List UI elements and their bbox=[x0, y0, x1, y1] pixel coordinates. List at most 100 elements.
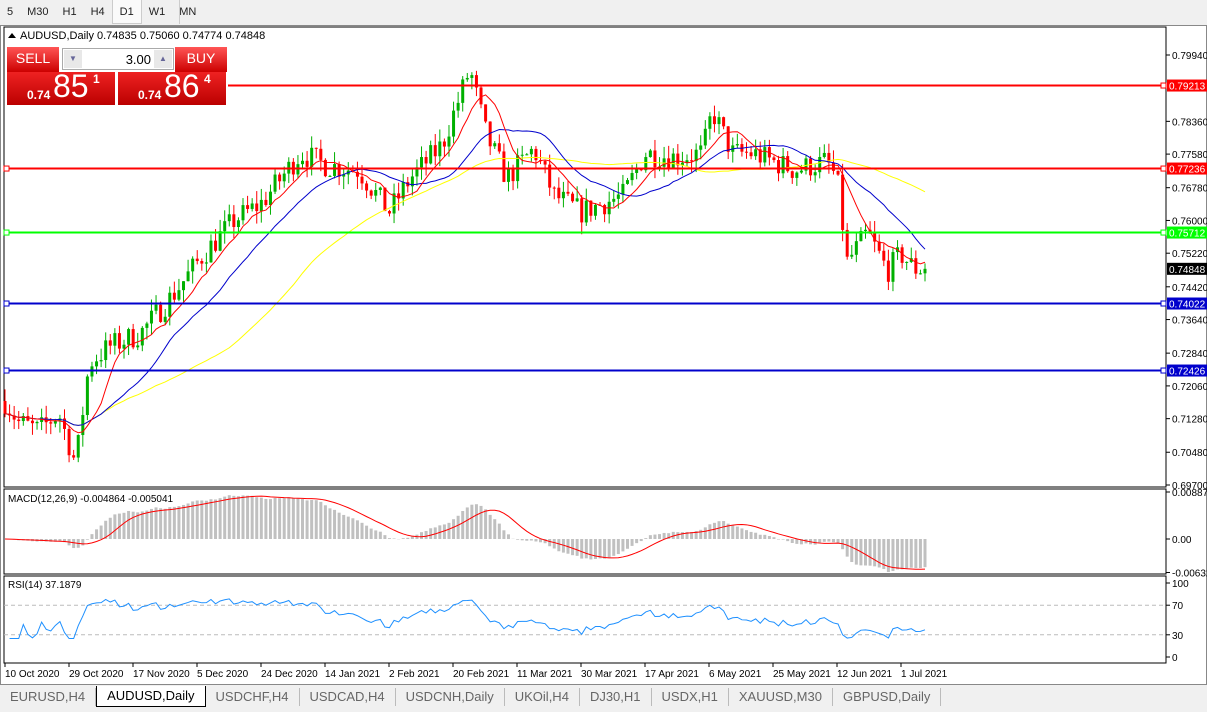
rsi-tick-label: 30 bbox=[1172, 631, 1184, 642]
chart-tab[interactable]: UKOil,H4 bbox=[505, 688, 580, 706]
chart-tab[interactable]: XAUUSD,M30 bbox=[729, 688, 833, 706]
macd-bar bbox=[516, 539, 520, 540]
timeframe-D1[interactable]: D1 bbox=[111, 0, 142, 24]
macd-bar bbox=[346, 516, 350, 539]
date-label: 10 Oct 2020 bbox=[5, 669, 60, 680]
macd-bar bbox=[319, 501, 323, 539]
timeframe-5[interactable]: 5 bbox=[7, 6, 14, 18]
price-tick-label: 0.78360 bbox=[1172, 117, 1207, 128]
candle-body bbox=[342, 174, 346, 177]
buy-button[interactable]: BUY bbox=[175, 47, 227, 72]
macd-bar bbox=[136, 512, 140, 539]
sell-button[interactable]: SELL bbox=[7, 47, 59, 72]
macd-bar bbox=[845, 539, 849, 557]
macd-bar bbox=[561, 539, 565, 553]
macd-bar bbox=[685, 531, 689, 539]
candle-body bbox=[145, 323, 149, 328]
candle-body bbox=[777, 160, 781, 174]
macd-bar bbox=[749, 531, 753, 539]
increase-lot-icon[interactable]: ▲ bbox=[154, 50, 172, 68]
macd-bar bbox=[575, 539, 579, 556]
candle-body bbox=[484, 104, 488, 122]
candle-body bbox=[378, 187, 382, 190]
macd-bar bbox=[218, 498, 222, 539]
chart-tab[interactable]: USDCAD,H4 bbox=[300, 688, 396, 706]
candle-body bbox=[525, 154, 529, 156]
sell-price[interactable]: 0.74 85 1 bbox=[7, 68, 115, 105]
macd-bar bbox=[287, 497, 291, 539]
macd-bar bbox=[474, 504, 478, 539]
buy-price[interactable]: 0.74 86 4 bbox=[118, 68, 226, 105]
macd-bar bbox=[548, 539, 552, 547]
macd-bar bbox=[648, 535, 652, 539]
macd-bar bbox=[836, 539, 840, 544]
main-panel-border bbox=[3, 26, 1167, 488]
candle-body bbox=[726, 126, 730, 152]
timeframe-H4[interactable]: H4 bbox=[90, 6, 105, 18]
candle-body bbox=[827, 152, 831, 163]
candle-body bbox=[26, 416, 30, 421]
chart-tab[interactable]: DJ30,H1 bbox=[580, 688, 652, 706]
candle-body bbox=[314, 147, 318, 149]
sell-price-prefix: 0.74 bbox=[27, 88, 51, 102]
chart-tab[interactable]: USDX,H1 bbox=[652, 688, 729, 706]
timeframe-MN[interactable]: MN bbox=[179, 6, 197, 18]
timeframe-M30[interactable]: M30 bbox=[27, 6, 49, 18]
chart-tab[interactable]: EURUSD,H4 bbox=[0, 688, 97, 706]
decrease-lot-icon[interactable]: ▼ bbox=[64, 50, 82, 68]
timeframe-W1[interactable]: W1 bbox=[148, 6, 166, 18]
macd-bar bbox=[479, 505, 483, 539]
macd-bar bbox=[520, 539, 524, 541]
collapse-triangle-icon bbox=[8, 33, 16, 38]
candle-body bbox=[278, 174, 282, 182]
level-handle bbox=[1160, 300, 1167, 307]
candle-body bbox=[854, 241, 858, 255]
candle-body bbox=[822, 152, 826, 157]
macd-bar bbox=[186, 503, 190, 539]
candle-body bbox=[438, 141, 442, 157]
timeframe-H1[interactable]: H1 bbox=[62, 6, 77, 18]
macd-bar bbox=[767, 536, 771, 539]
candle-body bbox=[172, 292, 176, 300]
candle-body bbox=[795, 172, 799, 178]
macd-bar bbox=[172, 506, 176, 539]
candle-body bbox=[456, 102, 460, 111]
macd-bar bbox=[616, 539, 620, 555]
macd-bar bbox=[268, 499, 272, 539]
candle-body bbox=[891, 252, 895, 282]
macd-bar bbox=[214, 499, 218, 539]
candle-body bbox=[117, 333, 121, 349]
level-price-label: 0.77236 bbox=[1169, 165, 1206, 176]
candle-body bbox=[433, 145, 437, 157]
macd-bar bbox=[790, 539, 794, 544]
candle-body bbox=[305, 160, 309, 167]
chart-tab[interactable]: GBPUSD,Daily bbox=[833, 688, 942, 706]
macd-bar bbox=[699, 529, 703, 539]
date-label: 5 Dec 2020 bbox=[197, 669, 249, 680]
lot-size-input[interactable]: ▼ 3.00 ▲ bbox=[62, 48, 174, 70]
chart-tab[interactable]: AUDUSD,Daily bbox=[96, 686, 206, 707]
candle-body bbox=[818, 156, 822, 173]
chart-window[interactable] bbox=[0, 25, 1207, 685]
macd-bar bbox=[653, 534, 657, 539]
macd-bar bbox=[612, 539, 616, 556]
macd-title: MACD(12,26,9) -0.004864 -0.005041 bbox=[8, 494, 174, 505]
macd-bar bbox=[195, 500, 199, 539]
candle-body bbox=[593, 204, 597, 216]
macd-bar bbox=[465, 507, 469, 539]
candle-body bbox=[401, 182, 405, 199]
macd-bar bbox=[264, 498, 268, 539]
macd-bar bbox=[603, 539, 607, 559]
ma-fast-line bbox=[4, 94, 926, 434]
macd-bar bbox=[772, 537, 776, 539]
candle-body bbox=[543, 161, 547, 165]
macd-bar bbox=[671, 531, 675, 539]
chart-tab[interactable]: USDCHF,H4 bbox=[206, 688, 300, 706]
chart-tab[interactable]: USDCNH,Daily bbox=[396, 688, 505, 706]
price-tick-label: 0.76000 bbox=[1172, 216, 1207, 227]
candle-body bbox=[168, 292, 172, 317]
date-label: 1 Jul 2021 bbox=[901, 669, 948, 680]
ma-mid-line bbox=[4, 129, 926, 426]
macd-bar bbox=[168, 507, 172, 539]
